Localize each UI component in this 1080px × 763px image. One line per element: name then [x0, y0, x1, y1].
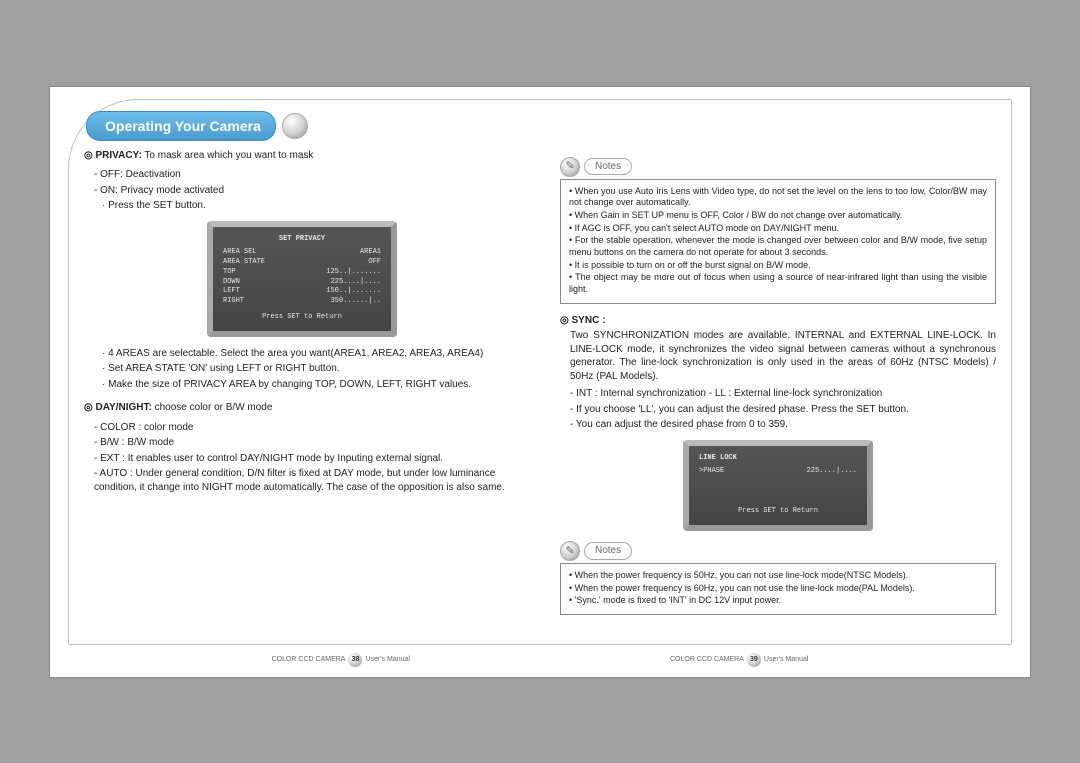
notes-header-2: ✎ Notes [560, 541, 996, 561]
osd-row: LEFT150..|....... [223, 287, 381, 297]
left-column: ◎ PRIVACY: To mask area which you want t… [84, 149, 520, 647]
sync-ll-adjust: - If you choose 'LL', you can adjust the… [570, 403, 996, 417]
osd-screen: LINE LOCK >PHASE225....|.... Press SET t… [683, 440, 873, 531]
privacy-state: · Set AREA STATE 'ON' using LEFT or RIGH… [102, 362, 520, 376]
dn-ext: - EXT : It enables user to control DAY/N… [94, 452, 520, 466]
footer: COLOR CCD CAMERA 38 User's Manual COLOR … [50, 653, 1030, 667]
section-title: Operating Your Camera [86, 111, 276, 141]
note-item: • When the power frequency is 50Hz, you … [569, 570, 987, 582]
osd-screen-linelock: LINE LOCK >PHASE225....|.... Press SET t… [683, 440, 873, 531]
note-item: • It is possible to turn on or off the b… [569, 260, 987, 272]
sync-desc: Two SYNCHRONIZATION modes are available.… [570, 329, 996, 383]
privacy-off: - OFF: Deactivation [94, 168, 520, 182]
note-item: • If AGC is OFF, you can't select AUTO m… [569, 223, 987, 235]
osd-row: AREA SELAREA1 [223, 248, 381, 258]
osd-return: Press SET to Return [699, 507, 857, 517]
sync-int-ll: - INT : Internal synchronization - LL : … [570, 387, 996, 401]
dn-color: - COLOR : color mode [94, 421, 520, 435]
osd-row: RIGHT350......|.. [223, 297, 381, 307]
right-column: ✎ Notes • When you use Auto Iris Lens wi… [560, 149, 996, 647]
page-number: 39 [747, 653, 761, 667]
osd-title: SET PRIVACY [223, 235, 381, 245]
footer-text: User's Manual [764, 656, 809, 663]
privacy-desc: To mask area which you want to mask [142, 150, 314, 161]
footer-right: COLOR CCD CAMERA 39 User's Manual [670, 653, 808, 667]
page-number: 38 [348, 653, 362, 667]
note-item: • When the power frequency is 60Hz, you … [569, 583, 987, 595]
privacy-size: · Make the size of PRIVACY AREA by chang… [102, 378, 520, 392]
sync-heading: ◎ SYNC : [560, 314, 996, 328]
dn-auto: - AUTO : Under general condition, D/N fi… [94, 467, 520, 494]
columns: ◎ PRIVACY: To mask area which you want t… [84, 149, 996, 647]
osd-title: LINE LOCK [699, 454, 857, 464]
daynight-heading: ◎ DAY/NIGHT: choose color or B/W mode [84, 401, 520, 415]
osd-row: AREA STATEOFF [223, 258, 381, 268]
osd-row: TOP125..|....... [223, 268, 381, 278]
daynight-label: DAY/NIGHT: [96, 402, 152, 413]
privacy-label: PRIVACY: [96, 150, 142, 161]
osd-screen-privacy: SET PRIVACY AREA SELAREA1 AREA STATEOFF … [207, 221, 397, 337]
privacy-press-set: · Press the SET button. [102, 199, 520, 213]
footer-text: User's Manual [365, 656, 410, 663]
privacy-heading: ◎ PRIVACY: To mask area which you want t… [84, 149, 520, 163]
notes-label: Notes [584, 158, 632, 176]
footer-left: COLOR CCD CAMERA 38 User's Manual [272, 653, 410, 667]
notes-box-1: • When you use Auto Iris Lens with Video… [560, 179, 996, 304]
section-tab: Operating Your Camera [86, 111, 312, 141]
osd-row: >PHASE225....|.... [699, 467, 857, 477]
note-item: • When you use Auto Iris Lens with Video… [569, 186, 987, 209]
note-item: • The object may be more out of focus wh… [569, 272, 987, 295]
osd-screen: SET PRIVACY AREA SELAREA1 AREA STATEOFF … [207, 221, 397, 337]
notes-header-1: ✎ Notes [560, 157, 996, 177]
osd-row: DOWN225....|.... [223, 278, 381, 288]
sync-label: SYNC : [572, 315, 606, 326]
notes-icon: ✎ [560, 157, 580, 177]
note-item: • When Gain in SET UP menu is OFF, Color… [569, 210, 987, 222]
daynight-desc: choose color or B/W mode [152, 402, 273, 413]
dn-bw: - B/W : B/W mode [94, 436, 520, 450]
footer-text: COLOR CCD CAMERA [670, 656, 744, 663]
footer-text: COLOR CCD CAMERA [272, 656, 346, 663]
osd-return: Press SET to Return [223, 313, 381, 323]
privacy-on: - ON: Privacy mode activated [94, 184, 520, 198]
notes-label: Notes [584, 542, 632, 560]
privacy-areas: · 4 AREAS are selectable. Select the are… [102, 347, 520, 361]
notes-icon: ✎ [560, 541, 580, 561]
tab-ball-icon [282, 113, 308, 139]
note-item: • 'Sync.' mode is fixed to 'INT' in DC 1… [569, 595, 987, 607]
sync-phase-range: - You can adjust the desired phase from … [570, 418, 996, 432]
note-item: • For the stable operation, whenever the… [569, 235, 987, 258]
notes-box-2: • When the power frequency is 50Hz, you … [560, 563, 996, 615]
manual-spread: Operating Your Camera ◎ PRIVACY: To mask… [50, 87, 1030, 677]
